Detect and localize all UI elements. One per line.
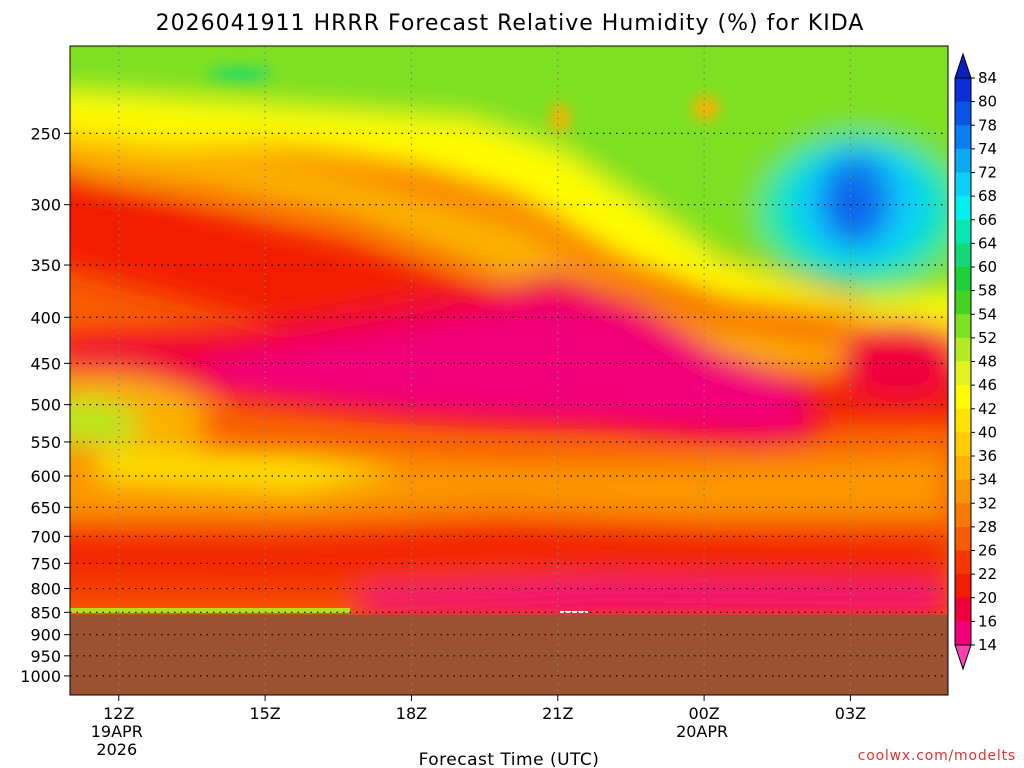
colorbar-segment [955, 408, 971, 433]
y-tick-label: 700 [30, 527, 61, 546]
x-tick-label: 12Z [103, 704, 134, 723]
y-axis: 250 300 350 400 450 500 550 600 650 700 750 800 850 9… [20, 124, 70, 686]
colorbar-segment [955, 526, 971, 551]
chart-title: 2026041911 HRRR Forecast Relative Humidi… [156, 11, 865, 36]
colorbar-tick-label: 22 [978, 565, 997, 583]
colorbar-segment [955, 172, 971, 197]
colorbar-tick-label: 48 [978, 353, 997, 371]
colorbar-tick-label: 78 [978, 116, 997, 134]
colorbar-tick-label: 74 [978, 140, 997, 158]
y-tick-label: 350 [30, 256, 61, 275]
colorbar-tick-label: 32 [978, 494, 997, 512]
colorbar-segment [955, 78, 971, 103]
y-tick-label: 500 [30, 396, 61, 415]
y-tick-label: 550 [30, 433, 61, 452]
colorbar-segment [955, 503, 971, 528]
colorbar-tick-label: 84 [978, 69, 997, 87]
x-tick-label: 03Z [835, 704, 866, 723]
colorbar-tick-label: 52 [978, 329, 997, 347]
y-tick-label: 650 [30, 498, 61, 517]
y-tick-label: 800 [30, 580, 61, 599]
credit-text: coolwx.com/modelts [858, 748, 1016, 764]
surface-fill [70, 614, 948, 695]
x-tick-date: 19APR [91, 722, 143, 741]
colorbar-tick-label: 60 [978, 258, 997, 276]
y-tick-label: 1000 [20, 667, 61, 686]
y-tick-label: 750 [30, 554, 61, 573]
colorbar-segment [955, 290, 971, 315]
colorbar-segment [955, 385, 971, 410]
x-tick-label: 21Z [542, 704, 573, 723]
colorbar-segment [955, 219, 971, 244]
colorbar-top-arrow [954, 52, 972, 79]
y-tick-label: 450 [30, 354, 61, 373]
colorbar-tick-label: 14 [978, 636, 997, 654]
y-tick-label: 950 [30, 647, 61, 666]
x-tick-label: 00Z [688, 704, 719, 723]
colorbar-segment [955, 574, 971, 599]
colorbar-tick-label: 58 [978, 282, 997, 300]
surface-highlight [560, 611, 588, 613]
x-axis-label: Forecast Time (UTC) [419, 750, 600, 768]
colorbar-tick-label: 34 [978, 471, 997, 489]
x-tick-label: 15Z [249, 704, 280, 723]
y-tick-label: 250 [30, 124, 61, 143]
colorbar: 84 80 78 74 72 68 66 64 60 58 54 52 48 46 42 40 36 34 32 28… [954, 52, 997, 671]
colorbar-segment [955, 148, 971, 173]
colorbar-segment [955, 597, 971, 622]
y-tick-label: 900 [30, 626, 61, 645]
colorbar-tick-label: 80 [978, 93, 997, 111]
colorbar-segment [955, 337, 971, 362]
colorbar-tick-label: 16 [978, 612, 997, 630]
colorbar-segment [955, 479, 971, 504]
plot-frame [69, 45, 949, 696]
colorbar-segment [955, 243, 971, 268]
colorbar-tick-label: 26 [978, 542, 997, 560]
colorbar-bottom-arrow [954, 644, 972, 671]
colorbar-tick-label: 40 [978, 423, 997, 441]
x-tick-label: 18Z [396, 704, 427, 723]
colorbar-segment [955, 101, 971, 126]
humidity-field [70, 46, 948, 615]
x-tick-year: 2026 [96, 740, 137, 759]
plot-area [70, 46, 948, 695]
colorbar-segment [955, 456, 971, 481]
colorbar-segment [955, 361, 971, 386]
colorbar-segment [955, 125, 971, 150]
humidity-detail [208, 50, 720, 132]
colorbar-segment [955, 550, 971, 575]
colorbar-segment [955, 267, 971, 292]
colorbar-tick-label: 46 [978, 376, 997, 394]
y-tick-label: 400 [30, 308, 61, 327]
colorbar-tick-label: 28 [978, 518, 997, 536]
colorbar-segment [955, 432, 971, 457]
colorbar-tick-label: 20 [978, 589, 997, 607]
colorbar-tick-label: 72 [978, 164, 997, 182]
y-tick-label: 600 [30, 467, 61, 486]
x-tick-date: 20APR [676, 722, 728, 741]
colorbar-segment [955, 196, 971, 221]
colorbar-segment [955, 621, 971, 646]
surface-top-edge [70, 608, 350, 613]
colorbar-tick-label: 64 [978, 234, 997, 252]
colorbar-tick-label: 66 [978, 211, 997, 229]
y-tick-label: 850 [30, 603, 61, 622]
colorbar-segment [955, 314, 971, 339]
colorbar-tick-label: 42 [978, 400, 997, 418]
colorbar-tick-label: 36 [978, 447, 997, 465]
y-tick-label: 300 [30, 196, 61, 215]
colorbar-tick-label: 54 [978, 305, 997, 323]
colorbar-tick-label: 68 [978, 187, 997, 205]
time-gridlines [118, 46, 852, 695]
